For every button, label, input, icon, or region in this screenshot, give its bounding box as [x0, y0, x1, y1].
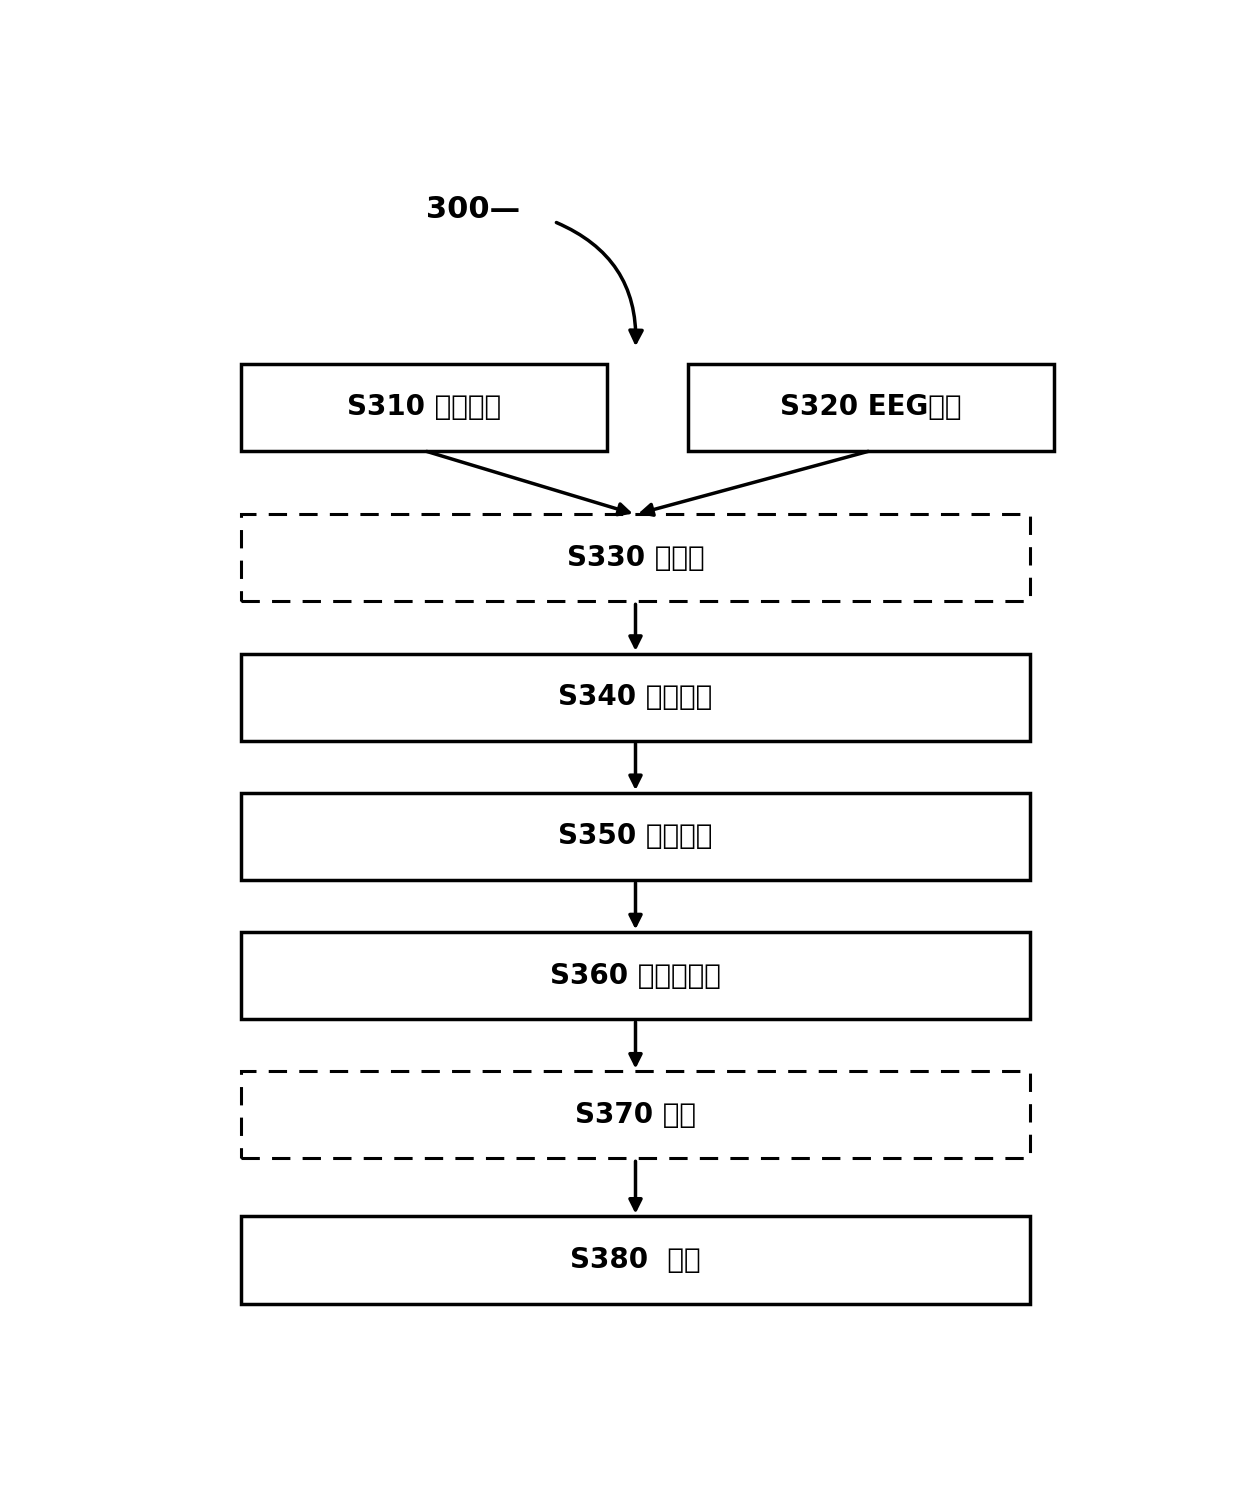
Text: S370 估计: S370 估计 [575, 1102, 696, 1129]
Text: S310 声音捕获: S310 声音捕获 [347, 393, 501, 420]
Text: 300—: 300— [427, 196, 521, 225]
Bar [242, 793, 1029, 880]
Text: S350 系数选择: S350 系数选择 [558, 823, 713, 850]
Bar [242, 514, 1029, 601]
Bar [242, 1216, 1029, 1304]
Bar [242, 933, 1029, 1019]
Text: S320 EEG捕获: S320 EEG捕获 [780, 393, 962, 420]
Text: S340 倒谱计算: S340 倒谱计算 [558, 683, 713, 711]
Text: S380  分类: S380 分类 [570, 1246, 701, 1273]
Bar [242, 654, 1029, 741]
Text: S330 预处理: S330 预处理 [567, 544, 704, 573]
Bar [242, 363, 606, 451]
Bar [688, 363, 1054, 451]
Bar [242, 1071, 1029, 1159]
Text: S360 相关值计算: S360 相关值计算 [551, 961, 720, 990]
